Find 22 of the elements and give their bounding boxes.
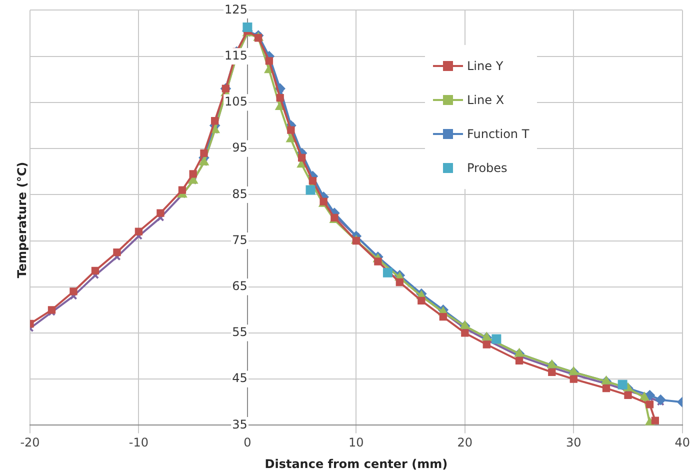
y-tick-label: 55 [232, 325, 248, 340]
y-tick-label: 105 [224, 94, 248, 109]
legend-label: Line Y [467, 59, 504, 73]
y-tick-label: 85 [232, 186, 248, 201]
x-tick-label: 10 [348, 436, 364, 450]
y-tick-label: 95 [232, 140, 248, 155]
x-axis-title: Distance from center (mm) [264, 456, 448, 471]
y-tick-label: 65 [232, 278, 248, 293]
legend-label: Line X [467, 93, 504, 107]
x-tick-label: -20 [20, 436, 40, 450]
y-axis-title: Temperature (°C) [15, 162, 29, 278]
y-tick-label: 35 [232, 417, 248, 432]
x-tick-label: 40 [674, 436, 690, 450]
x-tick-label: 30 [566, 436, 582, 450]
y-tick-label: 75 [232, 232, 248, 247]
y-tick-label: 125 [224, 2, 248, 16]
x-tick-label: -10 [128, 436, 149, 450]
x-tick-label: 0 [244, 436, 252, 450]
y-tick-label: 45 [232, 371, 248, 386]
legend-label: Probes [467, 161, 508, 175]
legend-label: Function T [467, 127, 530, 141]
x-tick-label: 20 [457, 436, 473, 450]
